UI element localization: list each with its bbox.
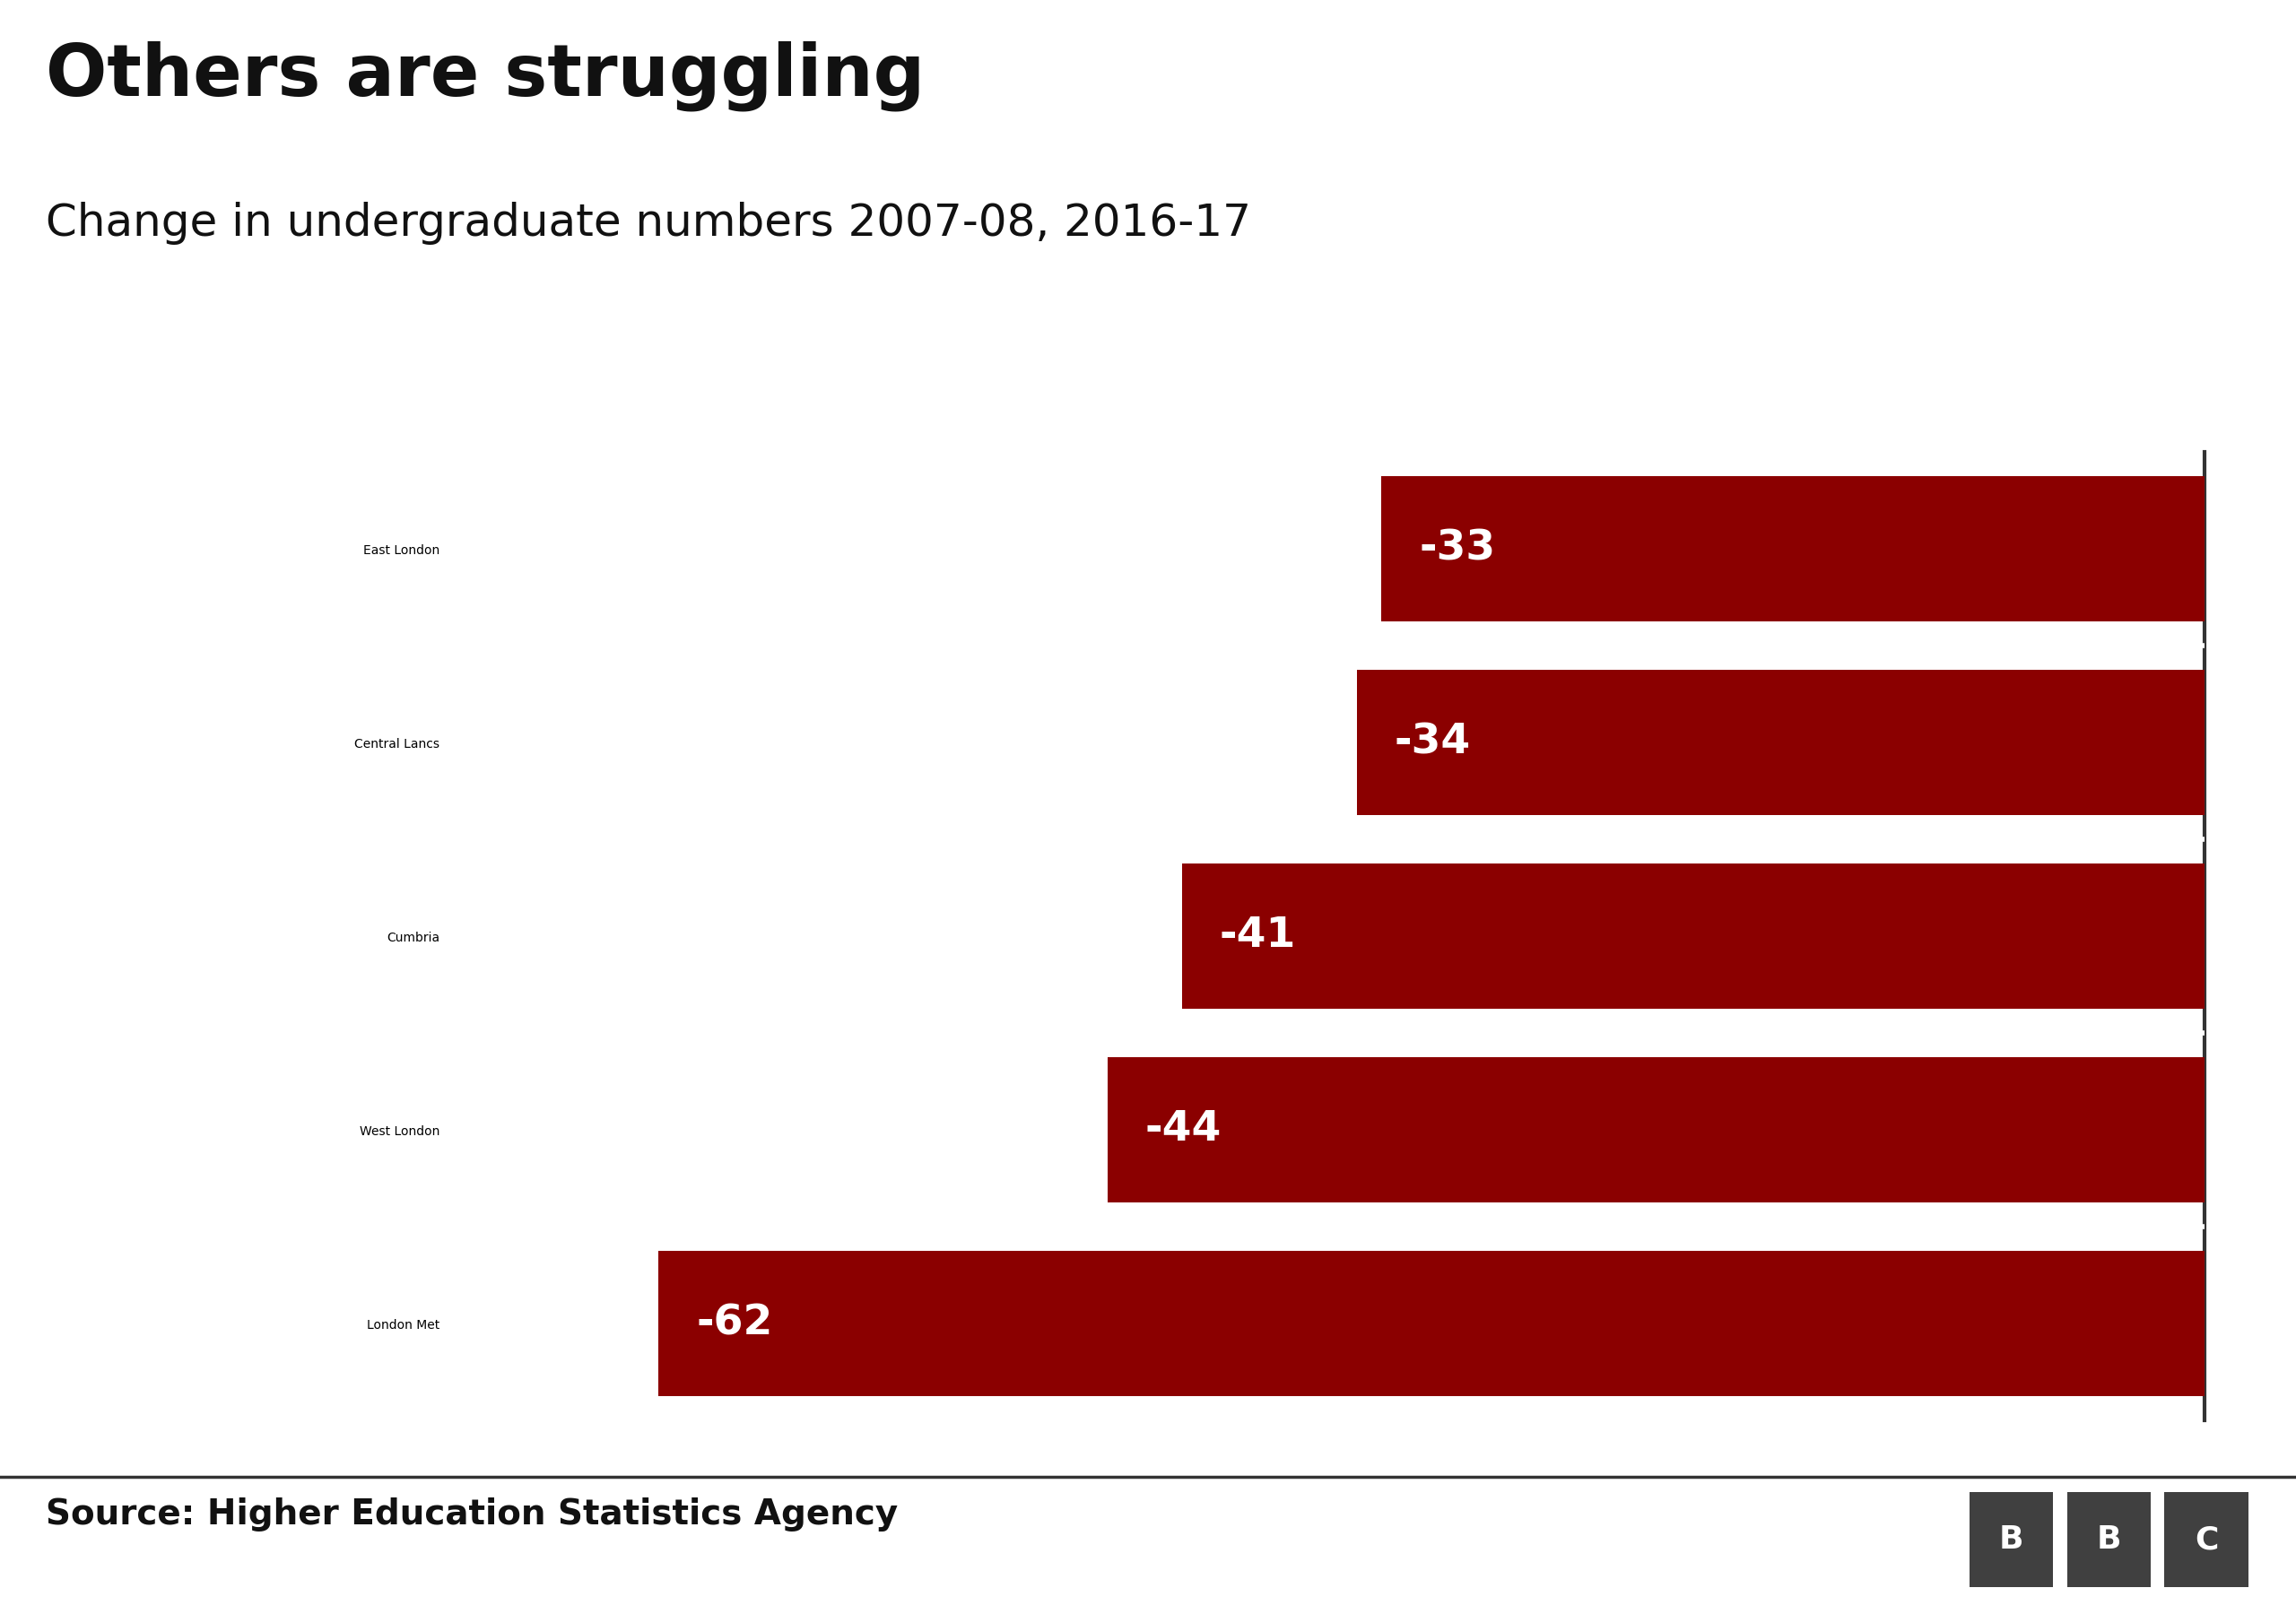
- FancyBboxPatch shape: [2165, 1491, 2248, 1588]
- Bar: [1182, 863, 2204, 1009]
- FancyBboxPatch shape: [1970, 1491, 2053, 1588]
- Text: C: C: [2195, 1525, 2218, 1554]
- Text: B: B: [2096, 1525, 2122, 1554]
- Text: Others are struggling: Others are struggling: [46, 40, 925, 111]
- Text: -62: -62: [696, 1304, 771, 1343]
- Bar: [659, 1251, 2204, 1396]
- Text: -44: -44: [1146, 1110, 1221, 1149]
- Text: Source: Higher Education Statistics Agency: Source: Higher Education Statistics Agen…: [46, 1498, 898, 1532]
- Text: -33: -33: [1419, 529, 1495, 570]
- Bar: [1382, 476, 2204, 621]
- Text: -34: -34: [1394, 723, 1469, 763]
- Text: Change in undergraduate numbers 2007-08, 2016-17: Change in undergraduate numbers 2007-08,…: [46, 202, 1251, 245]
- Text: B: B: [2000, 1525, 2023, 1554]
- Bar: [1357, 670, 2204, 815]
- Text: -41: -41: [1219, 917, 1295, 955]
- FancyBboxPatch shape: [2066, 1491, 2151, 1588]
- Bar: [1107, 1057, 2204, 1202]
